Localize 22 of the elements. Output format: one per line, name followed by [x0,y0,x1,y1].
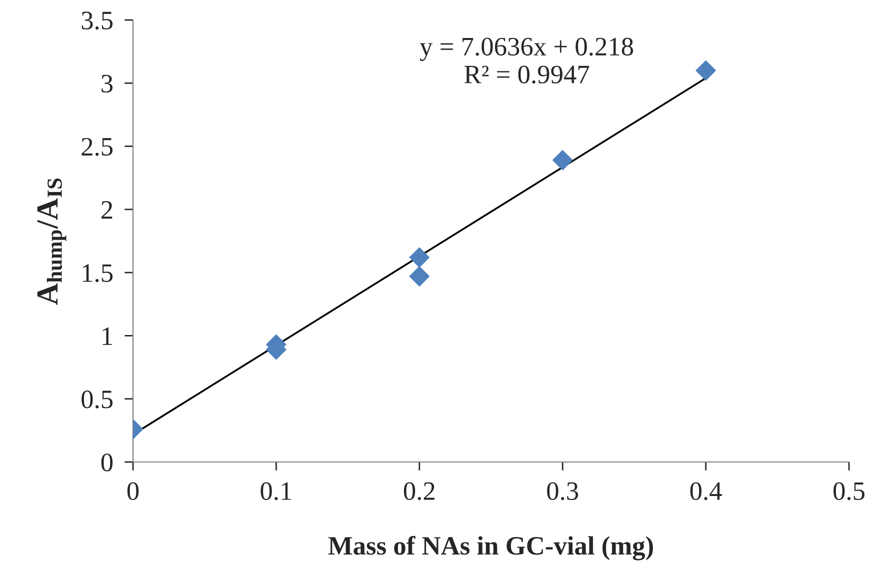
y-tick-label: 0 [101,454,113,472]
y-tick-label: 3.5 [82,12,113,30]
x-tick-label: 0.1 [260,482,292,500]
annotation: y = 7.0636x + 0.218 [420,38,634,62]
y-tick-label: 1.5 [82,264,113,282]
point [409,247,430,268]
y-axis-title: A$_{hump}$/A$_{IS}$ [37,178,66,305]
y-tick-label: 3 [102,74,113,93]
x-tick-label: 0.3 [547,482,578,500]
y-tick-label: 2.5 [82,138,113,156]
x-axis-title: Mass of NAs in GC-vial (mg) [328,536,653,560]
point [409,266,430,287]
y-tick-label: 0.5 [82,390,113,408]
y-tick-label: 2 [102,201,112,219]
x-tick-label: 0.5 [834,482,864,500]
x-tick-label: 0.4 [690,482,722,500]
x-tick-label: 0.2 [404,482,434,500]
point [696,60,716,81]
point [552,150,573,170]
x-tick-label: 0 [127,482,139,500]
annotation: R² = 0.9947 [464,66,590,84]
y-tick-label: 1 [102,327,112,345]
